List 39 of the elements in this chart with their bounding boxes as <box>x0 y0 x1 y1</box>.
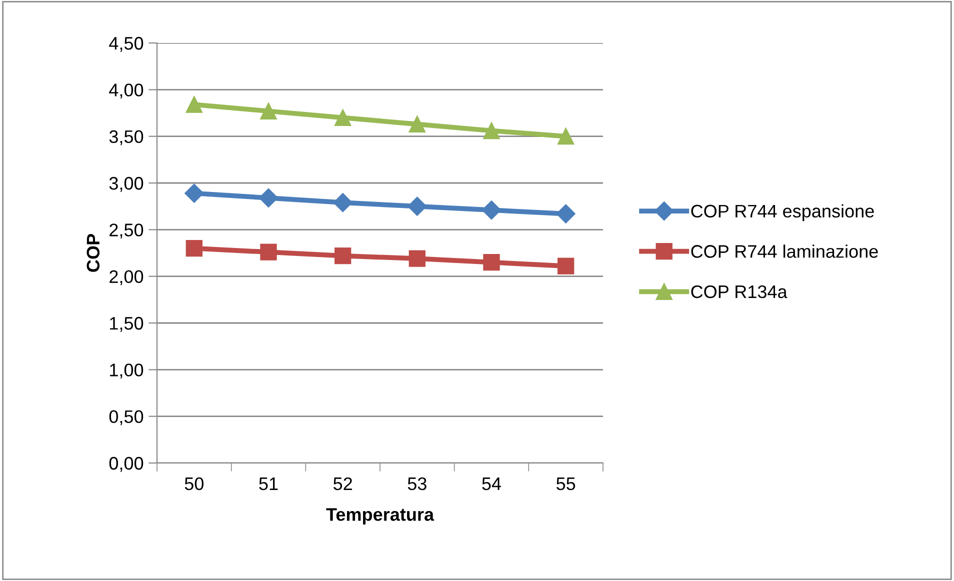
point <box>556 204 576 224</box>
point <box>482 200 502 220</box>
point <box>408 196 427 216</box>
y-tick-label: 1,50 <box>110 316 144 332</box>
x-tick-label: 53 <box>408 477 426 490</box>
x-tick-label: 55 <box>556 478 576 490</box>
y-tick-label: 0,50 <box>109 410 144 426</box>
point <box>408 116 426 133</box>
x-tick-label: 51 <box>259 478 278 490</box>
point <box>483 122 500 140</box>
y-tick-label: 4,00 <box>109 84 144 99</box>
y-tick-label: 2,50 <box>110 224 144 239</box>
x-tick-label: 52 <box>334 477 352 490</box>
point <box>333 193 352 212</box>
legend-label: COP R744 espansione <box>691 204 874 222</box>
legend-label: COP R134a <box>691 285 788 298</box>
y-tick-label: 4,50 <box>109 36 144 52</box>
x-tick-label: 54 <box>482 478 502 490</box>
y-tick-label: 3,00 <box>109 176 144 192</box>
point <box>258 188 278 208</box>
point <box>558 258 574 274</box>
point <box>334 247 352 264</box>
point <box>260 244 277 260</box>
point <box>186 240 202 257</box>
point <box>186 96 202 113</box>
y-tick-label: 1,00 <box>110 364 144 379</box>
x-tick-label: 50 <box>184 477 204 490</box>
point <box>558 128 574 145</box>
point <box>483 254 500 271</box>
x-axis-title: Temperatura <box>326 508 434 524</box>
y-tick-label: 2,00 <box>110 270 144 286</box>
point <box>184 184 204 203</box>
point <box>260 102 277 120</box>
y-tick-label: 3,50 <box>109 130 144 146</box>
point <box>408 250 426 267</box>
point <box>334 109 352 126</box>
y-tick-label: 0,00 <box>109 456 144 472</box>
y-axis-title: COP <box>86 234 100 272</box>
legend-label: COP R744 laminazione <box>691 244 878 258</box>
